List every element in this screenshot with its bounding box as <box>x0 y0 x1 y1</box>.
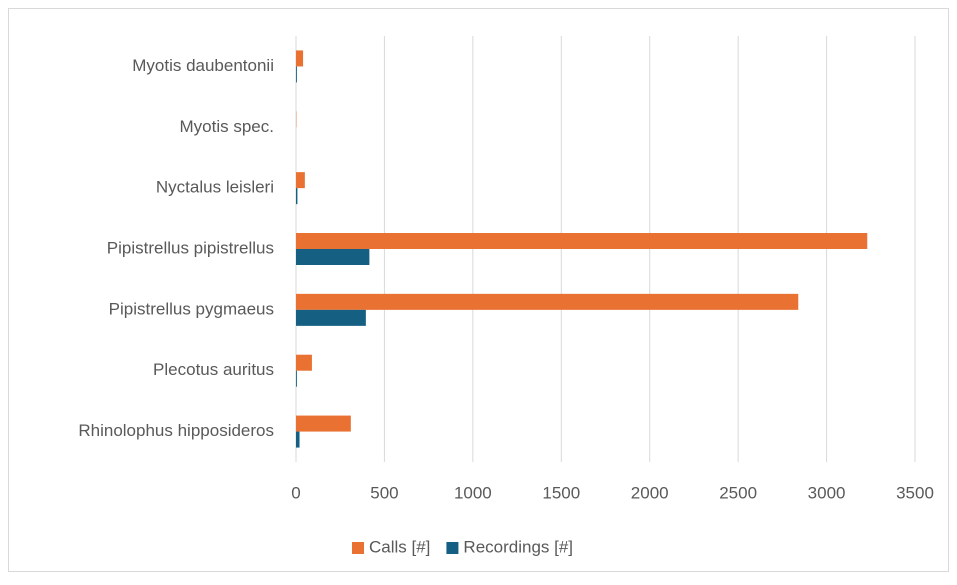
bar <box>296 371 297 387</box>
bar <box>296 172 305 188</box>
bar <box>296 432 300 448</box>
x-tick-label: 1500 <box>542 483 580 502</box>
x-tick-label: 2000 <box>631 483 669 502</box>
bar <box>296 66 297 82</box>
bar <box>296 50 303 66</box>
bar <box>296 188 297 204</box>
bar <box>296 233 867 249</box>
y-tick-label: Myotis spec. <box>180 117 274 136</box>
y-tick-label: Pipistrellus pygmaeus <box>109 299 274 318</box>
x-tick-label: 500 <box>370 483 398 502</box>
legend-swatch <box>352 542 364 554</box>
legend-label: Recordings [#] <box>463 537 573 556</box>
bar <box>296 355 312 371</box>
x-tick-label: 1000 <box>454 483 492 502</box>
x-tick-label: 3000 <box>808 483 846 502</box>
legend-swatch <box>446 542 458 554</box>
bar <box>296 249 369 265</box>
x-tick-label: 0 <box>291 483 300 502</box>
y-tick-label: Plecotus auritus <box>153 360 274 379</box>
y-tick-label: Myotis daubentonii <box>132 56 274 75</box>
y-tick-label: Pipistrellus pipistrellus <box>107 238 274 257</box>
y-tick-label: Nyctalus leisleri <box>156 178 274 197</box>
x-tick-label: 3500 <box>896 483 934 502</box>
y-tick-label: Rhinolophus hipposideros <box>78 421 274 440</box>
legend-label: Calls [#] <box>369 537 430 556</box>
bar <box>296 294 798 310</box>
x-tick-label: 2500 <box>719 483 757 502</box>
bar <box>296 416 351 432</box>
bar <box>296 310 366 326</box>
